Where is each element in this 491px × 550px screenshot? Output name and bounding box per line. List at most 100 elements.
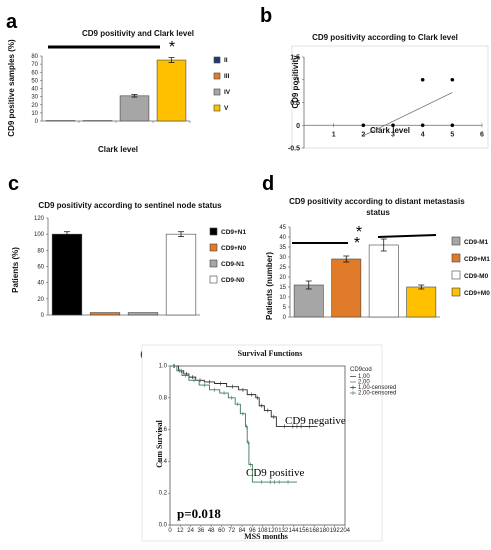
e-y-tick-label: 0.8 xyxy=(159,395,168,401)
legend-swatch xyxy=(213,104,221,112)
a-y-tick-label: 60 xyxy=(31,70,38,76)
bar-cd9-n0 xyxy=(165,233,197,316)
d-y-tick-label: 45 xyxy=(279,225,286,231)
b-y-tick-label: 0.5 xyxy=(290,100,300,107)
legend-swatch xyxy=(213,56,221,64)
b-x-tick-label: 4 xyxy=(421,131,425,138)
d-y-tick-label: 30 xyxy=(279,255,286,261)
legend-swatch xyxy=(213,88,221,96)
a-y-tick-label: 70 xyxy=(31,62,38,68)
c-y-tick-label: 120 xyxy=(34,216,45,222)
e-x-tick-label: 144 xyxy=(289,528,300,534)
e-x-tick-label: 48 xyxy=(208,528,215,534)
e-x-tick-label: 180 xyxy=(319,528,330,534)
chart-d-y-label: Patients (number) xyxy=(265,252,274,320)
chart-e: Survival Functions 0 12 24 36 48 60 72 84 96 108 1… xyxy=(141,344,396,542)
e-legend-label: 1,00-censored xyxy=(358,385,396,391)
e-x-tick-label: 60 xyxy=(218,528,225,534)
legend-label: III xyxy=(224,73,230,80)
legend-label: CD9+N0 xyxy=(221,245,246,252)
b-data-point xyxy=(391,123,395,128)
chart-d-significance-star-left: * xyxy=(354,235,360,252)
chart-d-title-line1: CD9 positivity according to distant meta… xyxy=(289,197,465,206)
e-x-tick-label: 156 xyxy=(299,528,310,534)
legend-swatch xyxy=(209,275,218,284)
chart-e-x-label: MSS months xyxy=(244,532,288,541)
e-x-tick-label: 24 xyxy=(187,528,194,534)
chart-e-annotation-negative: CD9 negative xyxy=(285,415,346,427)
chart-a-y-label: CD9 positive samples (%) xyxy=(7,39,16,137)
bar-cd9-m0 xyxy=(368,244,399,318)
panel-label-c: c xyxy=(8,173,19,195)
chart-d-title-line2: status xyxy=(366,208,390,217)
bar-v xyxy=(156,59,187,122)
panel-label-a: a xyxy=(6,11,18,33)
e-y-tick-label: 0.0 xyxy=(159,523,168,529)
e-x-tick-label: 12 xyxy=(177,528,184,534)
chart-e-y-label: Cum Survival xyxy=(155,419,164,468)
bar-iv xyxy=(119,95,150,122)
chart-a-x-label: Clark level xyxy=(98,145,138,154)
d-y-tick-label: 15 xyxy=(279,285,286,291)
b-x-tick-label: 6 xyxy=(480,131,484,138)
d-y-tick-label: 20 xyxy=(279,275,286,281)
b-y-tick-label: 0 xyxy=(296,123,300,130)
e-legend-label: 2,00 xyxy=(358,380,370,386)
e-x-tick-label: 84 xyxy=(239,528,246,534)
chart-c-title: CD9 positivity according to sentinel nod… xyxy=(38,201,222,210)
chart-d-significance-star-right: * xyxy=(356,224,362,241)
legend-label: CD9+M1 xyxy=(464,256,490,263)
e-x-tick-label: 0 xyxy=(168,528,172,534)
e-x-tick-label: 120 xyxy=(268,528,279,534)
b-data-point xyxy=(361,123,366,128)
bar-cd9-n1 xyxy=(127,312,159,316)
legend-swatch xyxy=(213,72,221,80)
chart-b-x-label: Clark level xyxy=(370,126,410,135)
chart-d-title: CD9 positivity according to distant meta… xyxy=(289,197,467,217)
bar-cd9-n1 xyxy=(51,233,83,316)
e-x-tick-label: 72 xyxy=(228,528,235,534)
legend-label: CD9-M0 xyxy=(464,273,489,280)
b-y-tick-label: 1 xyxy=(296,77,300,84)
a-y-tick-label: 10 xyxy=(31,111,38,117)
legend-label: II xyxy=(224,57,228,64)
c-y-tick-label: 60 xyxy=(37,265,44,271)
legend-label: CD9+M0 xyxy=(464,290,490,297)
c-y-tick-label: 40 xyxy=(37,281,44,287)
e-y-tick-label: 0.6 xyxy=(159,427,168,433)
chart-e-plot-area xyxy=(169,365,346,526)
e-x-tick-label: 36 xyxy=(198,528,205,534)
b-x-tick-label: 1 xyxy=(332,131,336,138)
legend-swatch xyxy=(209,259,218,268)
bar-cd9-m1 xyxy=(293,284,324,318)
e-y-tick-label: 1.0 xyxy=(159,364,168,370)
b-data-point xyxy=(420,77,425,82)
b-y-tick-label: 1.5 xyxy=(290,55,300,62)
bar-cd9-m0 xyxy=(406,286,437,318)
chart-b-title: CD9 positivity according to Clark level xyxy=(312,33,458,42)
chart-c: 0 20 40 60 80 100 120 CD9+N1 CD9+N0 CD9-N1 CD9-N0… xyxy=(11,216,246,319)
legend-label: CD9+N1 xyxy=(221,229,246,236)
a-y-tick-label: 20 xyxy=(31,103,38,109)
c-y-tick-label: 0 xyxy=(41,313,45,319)
chart-c-y-label: Patients (%) xyxy=(11,247,20,293)
b-data-point xyxy=(450,123,455,128)
b-data-point xyxy=(420,123,425,128)
chart-e-title: Survival Functions xyxy=(238,349,303,358)
c-y-tick-label: 80 xyxy=(37,248,44,254)
chart-e-annotation-positive: CD9 positive xyxy=(246,467,304,479)
chart-a-significance-star: * xyxy=(169,39,175,56)
e-legend-title: CD9cod xyxy=(350,367,372,373)
d-y-tick-label: 0 xyxy=(283,315,287,321)
chart-d: 0 5 10 15 20 25 30 35 40 45 CD9-M1 CD9+M1 CD9-M0 CD9… xyxy=(265,224,490,321)
c-y-tick-label: 20 xyxy=(37,297,44,303)
panel-label-b: b xyxy=(260,5,272,27)
e-legend-label: 1,00 xyxy=(358,374,370,380)
e-x-tick-label: 96 xyxy=(249,528,256,534)
a-y-tick-label: 0 xyxy=(35,119,39,125)
chart-b-y-label: CD9 positivity xyxy=(291,55,300,109)
chart-b-frame xyxy=(291,45,489,149)
legend-label: IV xyxy=(224,89,231,96)
b-data-point xyxy=(450,77,455,82)
